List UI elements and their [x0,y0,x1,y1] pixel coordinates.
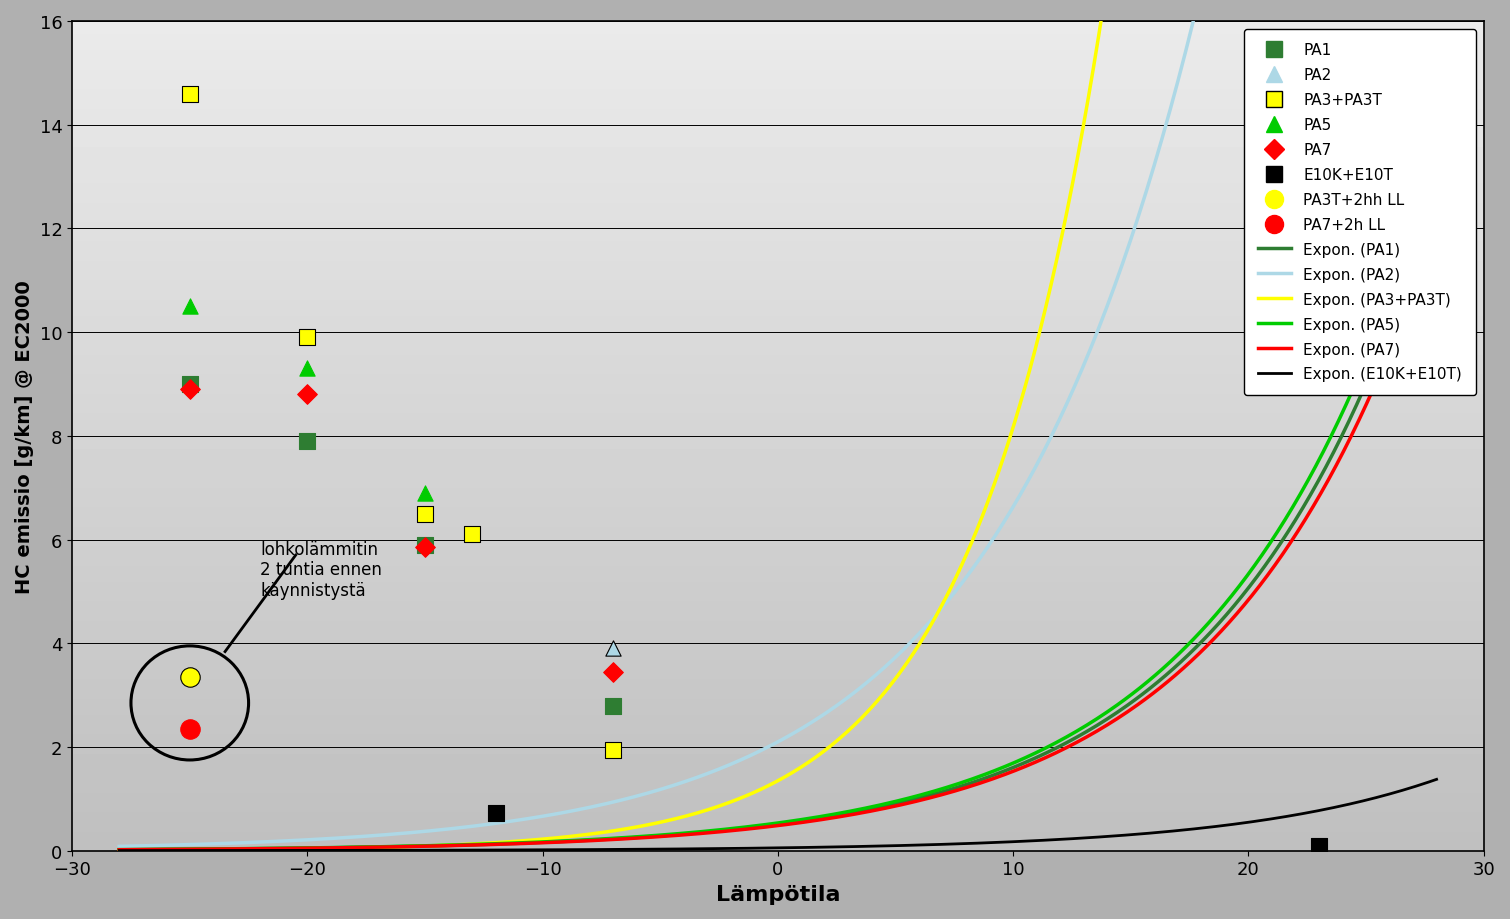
Point [296,434,320,448]
Point [178,382,202,397]
Point [412,486,436,501]
Text: lohkolämmitin
2 tuntia ennen
käynnistystä: lohkolämmitin 2 tuntia ennen käynnistyst… [260,540,382,599]
Point [461,528,485,542]
Point [178,721,202,736]
Point [601,641,625,656]
Point [178,300,202,314]
Point [178,87,202,102]
Legend: PA1, PA2, PA3+PA3T, PA5, PA7, E10K+E10T, PA3T+2hh LL, PA7+2h LL, Expon. (PA1), E: PA1, PA2, PA3+PA3T, PA5, PA7, E10K+E10T,… [1244,29,1475,396]
X-axis label: Lämpötila: Lämpötila [716,884,840,904]
Point [483,806,507,821]
Point [412,506,436,521]
Point [296,362,320,377]
Point [412,540,436,555]
Point [296,331,320,346]
Point [412,538,436,552]
Y-axis label: HC emissio [g/km] @ EC2000: HC emissio [g/km] @ EC2000 [15,279,35,593]
Point [178,377,202,391]
Point [296,388,320,403]
Point [601,698,625,713]
Point [1306,839,1330,854]
Point [601,743,625,757]
Point [601,664,625,679]
Point [178,670,202,685]
